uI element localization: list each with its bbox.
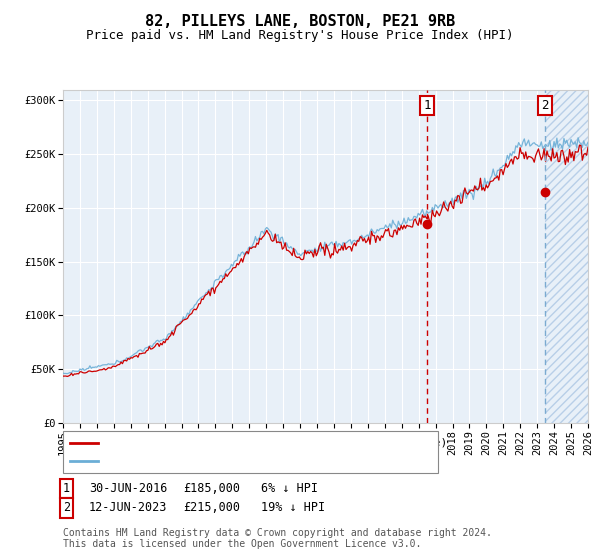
Text: 82, PILLEYS LANE, BOSTON, PE21 9RB (detached house): 82, PILLEYS LANE, BOSTON, PE21 9RB (deta… <box>103 438 447 448</box>
Text: Contains HM Land Registry data © Crown copyright and database right 2024.
This d: Contains HM Land Registry data © Crown c… <box>63 528 492 549</box>
Text: 2: 2 <box>63 501 70 515</box>
Text: 12-JUN-2023: 12-JUN-2023 <box>89 501 167 515</box>
Text: 1: 1 <box>424 99 431 112</box>
Text: 6% ↓ HPI: 6% ↓ HPI <box>261 482 318 495</box>
Text: 19% ↓ HPI: 19% ↓ HPI <box>261 501 325 515</box>
Text: 82, PILLEYS LANE, BOSTON, PE21 9RB: 82, PILLEYS LANE, BOSTON, PE21 9RB <box>145 14 455 29</box>
Text: 1: 1 <box>63 482 70 495</box>
Text: 2: 2 <box>541 99 548 112</box>
Text: HPI: Average price, detached house, Boston: HPI: Average price, detached house, Bost… <box>103 456 386 466</box>
Text: £185,000: £185,000 <box>183 482 240 495</box>
Text: Price paid vs. HM Land Registry's House Price Index (HPI): Price paid vs. HM Land Registry's House … <box>86 29 514 42</box>
Text: £215,000: £215,000 <box>183 501 240 515</box>
Text: 30-JUN-2016: 30-JUN-2016 <box>89 482 167 495</box>
